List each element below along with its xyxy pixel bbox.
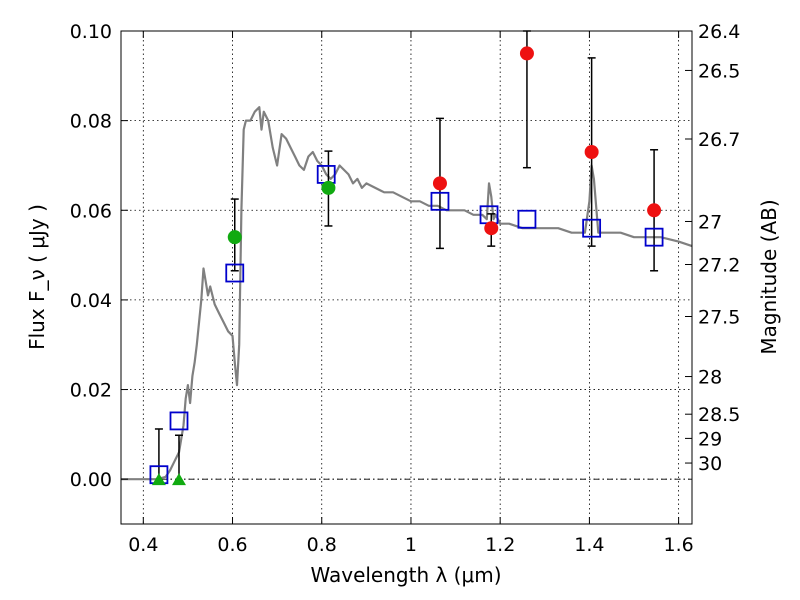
model-point-square	[430, 191, 450, 211]
right-tick-label: 26.5	[698, 60, 740, 82]
observed-point-green	[227, 230, 242, 245]
x-tick-label: 0.4	[128, 534, 158, 556]
model-point-square	[582, 218, 602, 238]
upper-limit-triangle	[171, 473, 186, 486]
model-point-square	[169, 411, 189, 431]
upper-limit-triangle	[151, 473, 166, 486]
right-tick-label: 30	[698, 453, 722, 475]
observed-point-red	[519, 46, 534, 61]
y-tick-label: 0.06	[70, 200, 112, 222]
right-tick-label: 27.2	[698, 255, 740, 277]
right-tick-label: 26.7	[698, 129, 740, 151]
right-tick-label: 29	[698, 428, 722, 450]
model-point-square	[644, 227, 664, 247]
y-axis-title: Flux F_ν ( μJy )	[25, 204, 49, 350]
y-tick-label: 0.02	[70, 380, 112, 402]
tick-group	[121, 30, 692, 524]
tick-label-group: 0.4 0.6 0.8 1 1.2 1.4 1.6 0.00 0.02 0.04 0.06 0.08 0…	[70, 21, 741, 556]
observed-point-red	[484, 221, 499, 236]
observed-point-red	[584, 145, 599, 160]
x-tick-label: 0.6	[217, 534, 247, 556]
y-tick-label: 0.10	[70, 21, 112, 43]
right-tick-label: 28.5	[698, 404, 740, 426]
x-tick-label: 1.4	[574, 534, 604, 556]
right-tick-label: 27	[698, 211, 722, 233]
right-tick-label: 27.5	[698, 306, 740, 328]
observed-point-red	[647, 203, 662, 218]
x-tick-label: 1.2	[485, 534, 515, 556]
plot-frame	[120, 30, 693, 525]
y-tick-label: 0.08	[70, 111, 112, 133]
y-tick-label: 0.00	[70, 469, 112, 491]
x-tick-label: 1	[405, 534, 417, 556]
y-tick-label: 0.04	[70, 290, 112, 312]
right-tick-label: 28	[698, 367, 722, 389]
marker-group	[149, 46, 664, 486]
x-tick-label: 0.8	[307, 534, 337, 556]
observed-point-green	[321, 180, 336, 195]
observed-point-red	[432, 176, 447, 191]
x-axis-title: Wavelength λ (μm)	[310, 563, 501, 587]
right-tick-label: 26.4	[698, 21, 740, 43]
model-point-square	[517, 209, 537, 229]
right-axis-title: Magnitude (AB)	[757, 199, 781, 354]
model-point-square	[225, 263, 245, 283]
x-tick-label: 1.6	[664, 534, 694, 556]
plot-background	[121, 31, 692, 524]
